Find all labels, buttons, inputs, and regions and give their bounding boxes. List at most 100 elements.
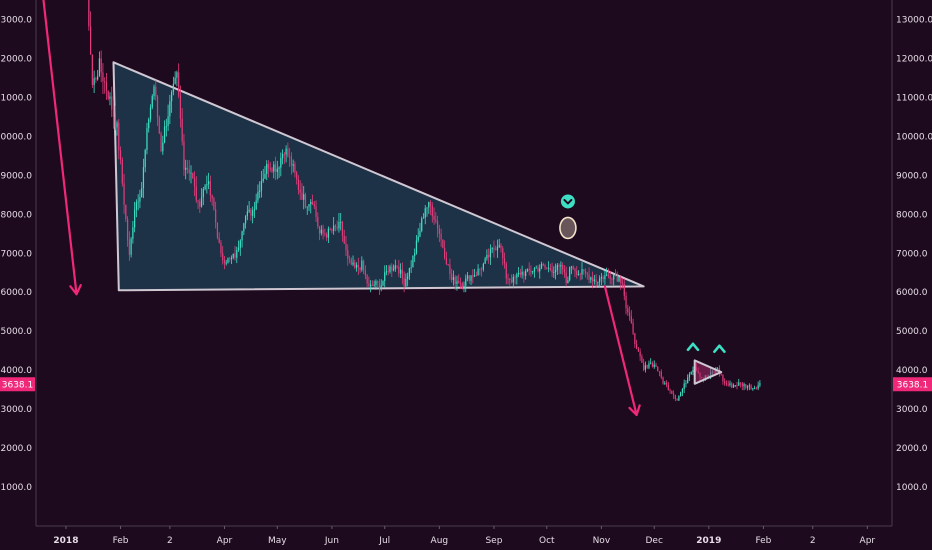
candle [569,266,571,282]
candle-body [526,268,529,271]
candle [688,372,691,382]
candle [408,267,411,280]
candle [671,390,673,395]
candle-body [419,230,421,237]
candle [465,274,467,293]
candle [318,225,321,241]
candle-body [317,216,319,227]
candle-body [551,269,553,273]
candle-body [380,285,382,289]
candle-body [609,275,611,279]
candle-body [190,172,192,174]
candle-body [111,96,113,110]
candle-body [637,348,639,352]
candle [752,387,754,391]
candle [350,257,352,266]
candle [565,266,567,287]
candle-body [142,167,145,189]
candle [158,115,160,135]
candle [259,181,261,199]
candle [294,161,296,178]
candle-body [625,295,627,309]
candle [179,85,182,128]
candle [172,76,174,96]
candle-body [304,194,307,208]
candle-body [273,164,275,172]
candle [396,265,398,269]
candle [632,318,634,335]
candle-body [736,385,738,386]
candle-body [112,109,115,117]
candle-body [479,268,481,270]
candle [440,228,442,247]
candle-body [738,382,740,386]
candle-body [563,269,566,273]
candle [438,224,440,243]
candle-body [540,263,543,269]
candle [412,255,414,268]
candle [722,374,724,385]
candle-body [503,258,506,264]
candle [731,381,733,389]
candle-body [204,185,206,190]
candle [739,382,742,388]
candle [724,378,726,386]
candle [741,381,743,391]
x-tick-label: Feb [113,536,129,546]
y-tick-label-right: 1000.0 [896,483,928,493]
candle [442,239,444,249]
candle [473,269,476,278]
candle [539,264,541,279]
candle [732,383,735,388]
candle-body [169,101,171,117]
candle-body [641,356,643,363]
candle-body [199,201,201,207]
candle [297,175,300,195]
candle-body [148,119,150,129]
candle [281,149,284,165]
candle [451,268,453,283]
y-tick-label-right: 5000.0 [896,327,928,337]
candle [93,70,95,94]
candle [757,381,759,391]
candle-body [262,178,264,181]
candle-body [296,172,298,180]
candle-body [680,392,682,396]
candle [461,281,463,290]
candle [436,215,439,238]
candle-body [378,282,381,289]
candle [121,157,123,187]
candle [296,170,298,185]
candle [637,346,639,352]
candle-body [259,190,261,192]
candle-body [459,282,462,284]
candle [362,259,365,274]
candle-body [671,390,673,394]
candle-body [717,368,719,370]
candle [595,274,597,288]
candle [593,274,595,285]
candle [600,272,602,285]
candle [759,380,761,388]
candle-body [549,267,551,270]
candle [165,118,167,137]
candle [532,270,534,275]
candle-body [451,274,453,281]
candle-body [752,388,754,390]
candle-body [193,177,196,187]
candle-body [326,234,328,238]
candle-body [535,267,537,269]
candle-body [739,382,742,384]
candle-body [401,269,403,278]
candle-body [639,351,641,357]
candle [227,257,229,264]
candle [234,245,236,261]
candle [588,267,590,284]
candle [459,277,462,289]
candle-body [743,384,745,387]
candle [664,381,666,385]
y-tick-label-left: 7000.0 [1,249,33,259]
candle [207,172,210,190]
y-tick-label-right: 12000.0 [896,54,932,64]
